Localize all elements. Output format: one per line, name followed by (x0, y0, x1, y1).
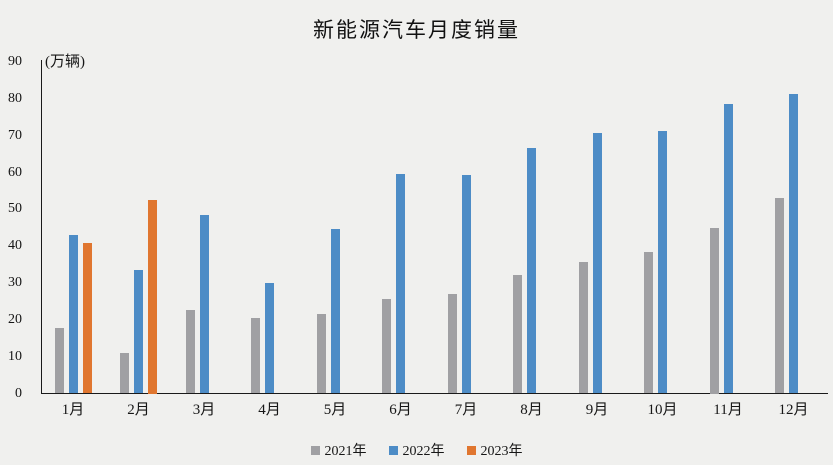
bar-2022年-4月 (265, 283, 274, 394)
y-tick-label: 20 (8, 311, 22, 327)
legend-item-2021年: 2021年 (310, 440, 367, 460)
y-tick-label: 50 (8, 201, 22, 217)
bar-2022年-7月 (461, 175, 471, 394)
y-tick-label: 60 (8, 164, 22, 180)
bar-2021年-5月 (316, 313, 326, 394)
chart-title: 新能源汽车月度销量 (313, 18, 520, 42)
bar-2021年-6月 (382, 299, 391, 394)
y-axis-line (41, 60, 42, 394)
y-tick-label: 40 (8, 238, 22, 254)
x-category-label: 2月 (127, 402, 150, 418)
legend-item-2023年: 2023年 (466, 440, 523, 460)
bar-2021年-1月 (54, 327, 64, 394)
legend-swatch-icon (388, 445, 398, 455)
legend: 2021年 2022年 2023年 (0, 440, 833, 460)
bar-2023年-2月 (148, 200, 157, 394)
y-tick-label: 30 (8, 275, 22, 290)
x-category-label: 9月 (585, 402, 609, 418)
legend-label: 2022年 (402, 444, 445, 459)
y-tick-label: 10 (8, 348, 22, 364)
bar-2023年-1月 (82, 243, 92, 394)
bar-2022年-9月 (592, 132, 602, 394)
x-category-label: 11月 (713, 402, 743, 418)
x-category-label: 5月 (323, 402, 347, 418)
x-category-label: 3月 (192, 402, 216, 418)
x-category-label: 4月 (258, 402, 281, 418)
bar-2022年-5月 (330, 228, 340, 394)
bar-2022年-8月 (527, 148, 536, 394)
bar-2021年-12月 (775, 197, 784, 394)
x-category-label: 6月 (389, 402, 412, 418)
bar-2022年-12月 (789, 93, 798, 394)
bar-2021年-8月 (513, 275, 522, 394)
bar-2022年-3月 (199, 215, 209, 394)
bar-2021年-4月 (251, 317, 260, 394)
bar-2021年-11月 (709, 227, 719, 394)
y-tick-label: 0 (15, 385, 22, 401)
x-axis-line (41, 393, 828, 394)
legend-swatch-icon (310, 445, 320, 455)
bar-2022年-10月 (658, 130, 667, 394)
legend-swatch-icon (466, 445, 476, 455)
legend-label: 2021年 (324, 444, 367, 459)
y-tick-label: 70 (8, 127, 22, 143)
y-tick-label: 90 (8, 54, 22, 69)
legend-item-2022年: 2022年 (388, 440, 445, 460)
bar-2021年-3月 (185, 310, 195, 394)
bar-2022年-2月 (134, 270, 143, 394)
y-tick-label: 80 (8, 90, 22, 106)
bar-2022年-6月 (396, 173, 405, 394)
bar-2021年-9月 (578, 262, 588, 394)
bar-2021年-7月 (447, 293, 457, 394)
bar-2022年-1月 (68, 234, 78, 394)
legend-label: 2023年 (480, 444, 523, 459)
x-category-label: 12月 (778, 402, 809, 418)
bar-2021年-10月 (644, 252, 653, 394)
x-category-label: 10月 (647, 402, 678, 418)
bar-2021年-2月 (120, 352, 129, 394)
y-axis-unit-label: (万辆) (45, 54, 85, 70)
x-category-label: 7月 (454, 402, 478, 418)
x-category-label: 1月 (61, 402, 85, 418)
x-category-label: 8月 (520, 402, 543, 418)
bar-2022年-11月 (723, 103, 733, 394)
